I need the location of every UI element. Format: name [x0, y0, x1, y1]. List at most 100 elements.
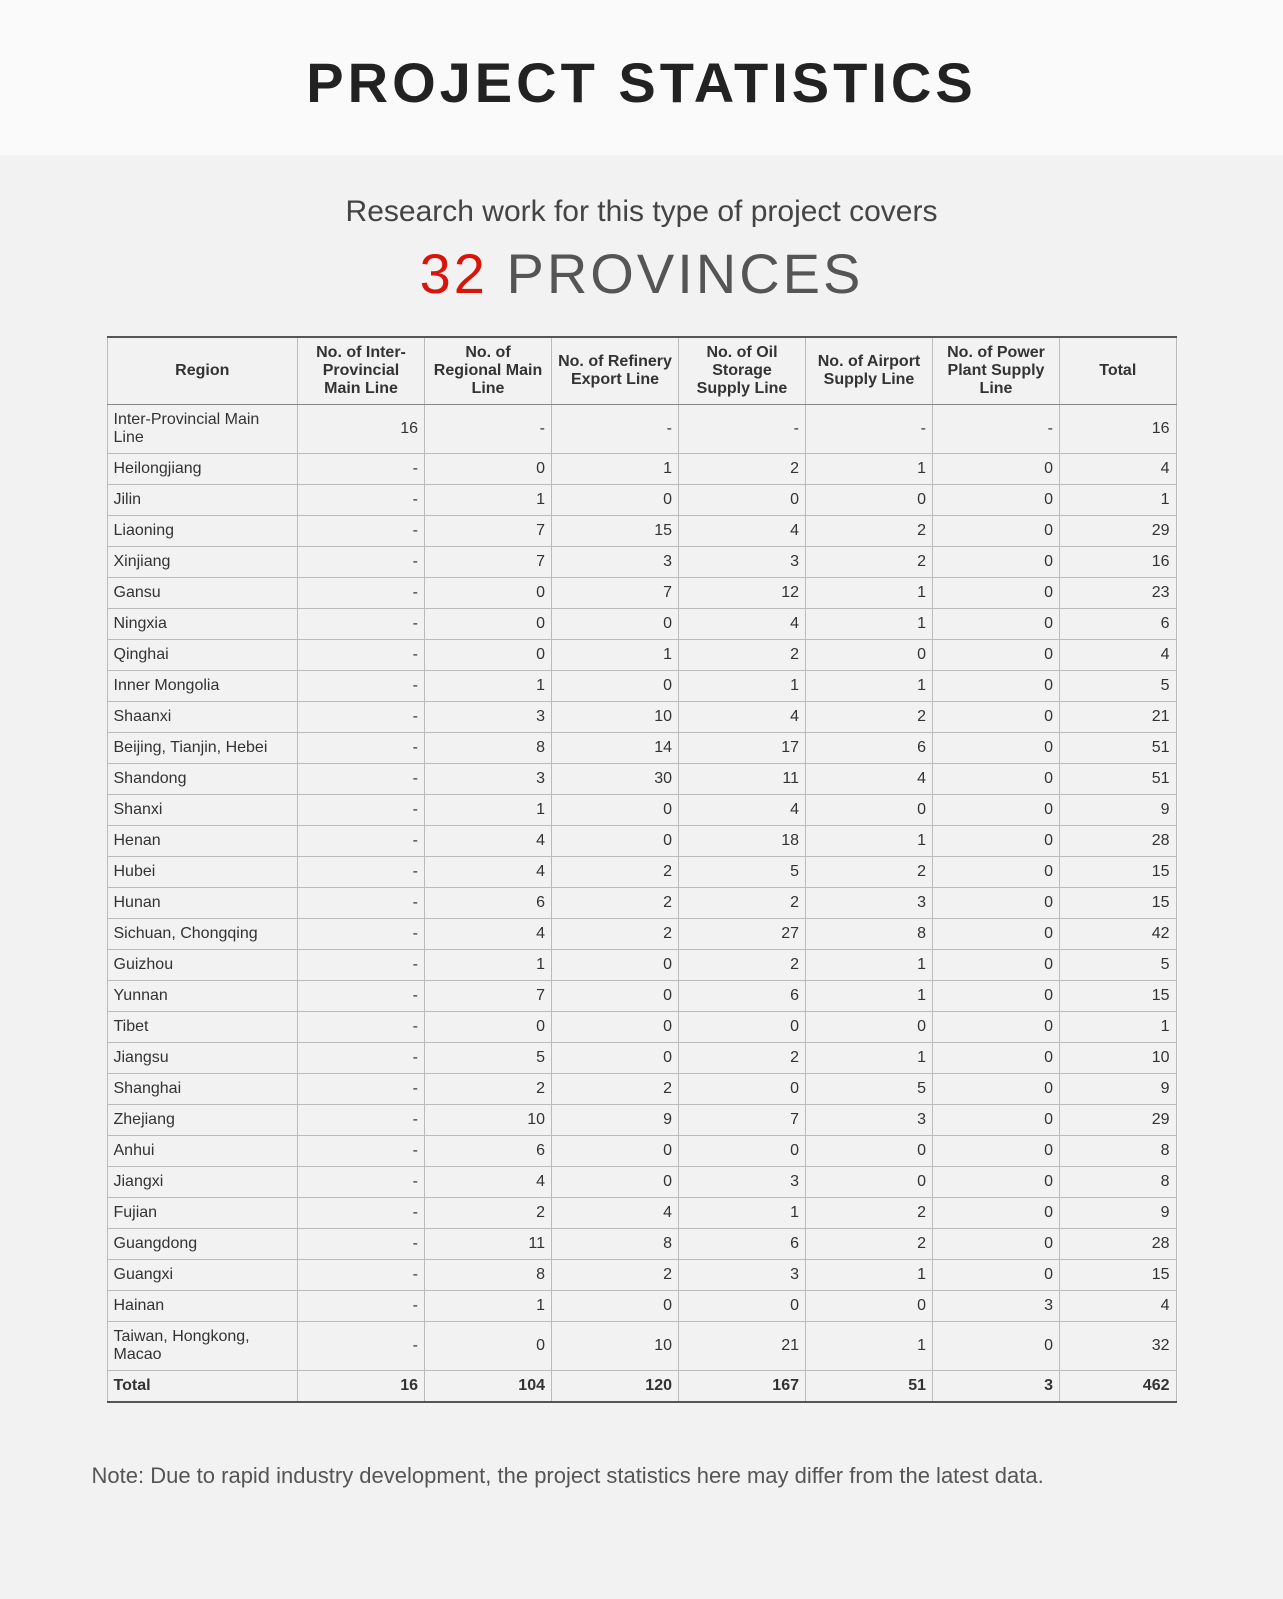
value-cell: 29 [1060, 516, 1177, 547]
column-header: No. of Regional Main Line [425, 337, 552, 405]
page-title: PROJECT STATISTICS [0, 50, 1283, 115]
value-cell: 15 [1060, 1260, 1177, 1291]
value-cell: - [298, 795, 425, 826]
value-cell: 5 [1060, 671, 1177, 702]
value-cell: 0 [552, 671, 679, 702]
table-row: Hainan-100034 [107, 1291, 1176, 1322]
value-cell: - [298, 1260, 425, 1291]
value-cell: 2 [425, 1198, 552, 1229]
value-cell: - [298, 1012, 425, 1043]
value-cell: 8 [552, 1229, 679, 1260]
value-cell: 0 [425, 578, 552, 609]
value-cell: - [298, 919, 425, 950]
region-cell: Ningxia [107, 609, 298, 640]
value-cell: 14 [552, 733, 679, 764]
value-cell: 16 [298, 405, 425, 454]
statistics-table: RegionNo. of Inter-Provincial Main LineN… [107, 336, 1177, 1403]
value-cell: 0 [933, 981, 1060, 1012]
region-cell: Total [107, 1371, 298, 1403]
value-cell: 0 [552, 1136, 679, 1167]
value-cell: 3 [425, 764, 552, 795]
value-cell: - [425, 405, 552, 454]
table-row: Fujian-241209 [107, 1198, 1176, 1229]
value-cell: - [298, 1136, 425, 1167]
table-row: Shaanxi-31042021 [107, 702, 1176, 733]
table-row: Jiangsu-5021010 [107, 1043, 1176, 1074]
table-row: Guangdong-11862028 [107, 1229, 1176, 1260]
value-cell: 1 [425, 950, 552, 981]
value-cell: 0 [933, 857, 1060, 888]
value-cell: 4 [1060, 454, 1177, 485]
value-cell: - [298, 981, 425, 1012]
value-cell: 16 [298, 1371, 425, 1403]
value-cell: 2 [806, 1229, 933, 1260]
value-cell: 16 [1060, 405, 1177, 454]
value-cell: 21 [1060, 702, 1177, 733]
column-header: No. of Oil Storage Supply Line [679, 337, 806, 405]
value-cell: 30 [552, 764, 679, 795]
value-cell: 32 [1060, 1322, 1177, 1371]
value-cell: 2 [679, 950, 806, 981]
value-cell: 28 [1060, 826, 1177, 857]
value-cell: 1 [425, 485, 552, 516]
value-cell: - [298, 485, 425, 516]
value-cell: 0 [933, 919, 1060, 950]
value-cell: 2 [806, 516, 933, 547]
value-cell: 0 [679, 1074, 806, 1105]
region-cell: Heilongjiang [107, 454, 298, 485]
value-cell: 0 [933, 1136, 1060, 1167]
value-cell: - [552, 405, 679, 454]
value-cell: 6 [679, 1229, 806, 1260]
table-head: RegionNo. of Inter-Provincial Main LineN… [107, 337, 1176, 405]
value-cell: 28 [1060, 1229, 1177, 1260]
provinces-word: PROVINCES [507, 242, 864, 305]
value-cell: 0 [425, 454, 552, 485]
region-cell: Jiangxi [107, 1167, 298, 1198]
value-cell: 2 [679, 640, 806, 671]
value-cell: 15 [1060, 981, 1177, 1012]
value-cell: 15 [552, 516, 679, 547]
value-cell: 4 [679, 516, 806, 547]
value-cell: 1 [806, 454, 933, 485]
region-cell: Beijing, Tianjin, Hebei [107, 733, 298, 764]
value-cell: 11 [425, 1229, 552, 1260]
table-row: Total16104120167513462 [107, 1371, 1176, 1403]
table-row: Hubei-4252015 [107, 857, 1176, 888]
value-cell: 2 [552, 1074, 679, 1105]
region-cell: Yunnan [107, 981, 298, 1012]
value-cell: 2 [806, 702, 933, 733]
value-cell: 4 [552, 1198, 679, 1229]
table-row: Heilongjiang-012104 [107, 454, 1176, 485]
value-cell: 9 [1060, 1074, 1177, 1105]
region-cell: Zhejiang [107, 1105, 298, 1136]
value-cell: 0 [933, 1322, 1060, 1371]
value-cell: 3 [679, 1260, 806, 1291]
value-cell: 2 [679, 888, 806, 919]
value-cell: 1 [679, 1198, 806, 1229]
value-cell: 462 [1060, 1371, 1177, 1403]
value-cell: 8 [425, 1260, 552, 1291]
table-row: Shanghai-220509 [107, 1074, 1176, 1105]
value-cell: 0 [933, 1043, 1060, 1074]
value-cell: 5 [679, 857, 806, 888]
value-cell: 0 [679, 1012, 806, 1043]
table-row: Shanxi-104009 [107, 795, 1176, 826]
value-cell: 120 [552, 1371, 679, 1403]
value-cell: 0 [552, 609, 679, 640]
value-cell: 0 [933, 640, 1060, 671]
table-row: Beijing, Tianjin, Hebei-814176051 [107, 733, 1176, 764]
value-cell: 8 [425, 733, 552, 764]
value-cell: 2 [552, 1260, 679, 1291]
value-cell: 0 [933, 1012, 1060, 1043]
value-cell: 1 [425, 795, 552, 826]
value-cell: 1 [1060, 1012, 1177, 1043]
region-cell: Inter-Provincial Main Line [107, 405, 298, 454]
column-header: No. of Power Plant Supply Line [933, 337, 1060, 405]
value-cell: - [298, 1291, 425, 1322]
region-cell: Shanghai [107, 1074, 298, 1105]
value-cell: 0 [552, 1167, 679, 1198]
value-cell: 0 [933, 547, 1060, 578]
value-cell: 1 [806, 1322, 933, 1371]
value-cell: 3 [806, 1105, 933, 1136]
region-cell: Gansu [107, 578, 298, 609]
